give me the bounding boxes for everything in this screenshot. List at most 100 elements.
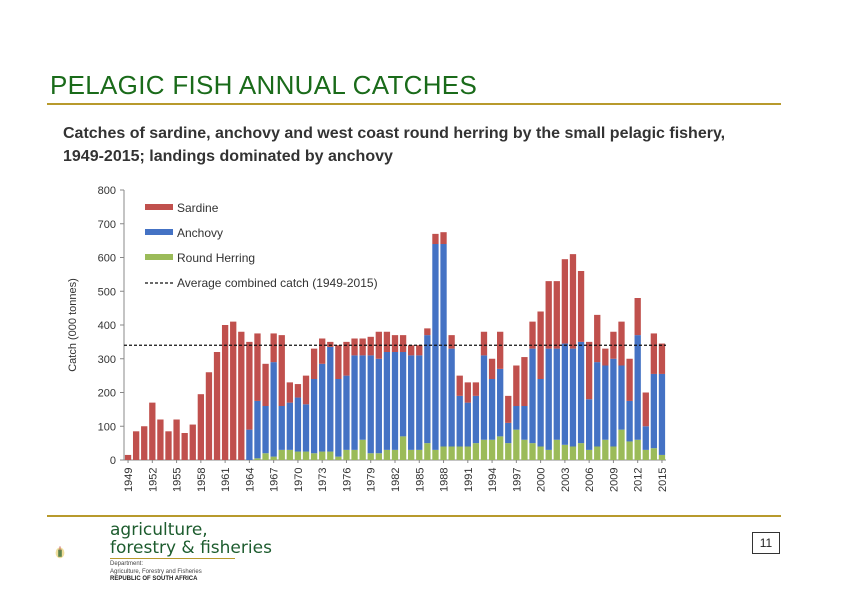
x-tick-label: 1958: [196, 468, 208, 492]
bar-segment: [294, 384, 302, 398]
x-tick-label: 1955: [172, 468, 184, 492]
x-tick-label: 1952: [147, 468, 159, 492]
bar-segment: [408, 345, 415, 356]
legend-label: Round Herring: [177, 251, 255, 265]
legend-swatch: [145, 254, 173, 260]
bar-segment: [553, 281, 560, 349]
bar-segment: [553, 348, 560, 440]
bar-segment: [124, 454, 132, 460]
bar-segment: [642, 449, 649, 460]
bar-segment: [408, 355, 415, 450]
bar-segment: [505, 395, 512, 423]
bar-segment: [278, 406, 285, 450]
bar-segment: [529, 443, 536, 460]
bar-segment: [602, 348, 609, 366]
bar-segment: [577, 443, 585, 460]
bar-segment: [505, 422, 512, 444]
bar-segment: [577, 271, 585, 342]
x-tick-label: 2003: [560, 468, 572, 492]
bar-segment: [658, 343, 666, 374]
y-tick-label: 100: [98, 421, 116, 433]
y-tick-label: 600: [98, 253, 116, 265]
bar-segment: [488, 379, 496, 440]
bar-segment: [383, 449, 391, 460]
legend-swatch: [145, 229, 173, 235]
y-tick-label: 0: [110, 455, 116, 467]
logo-line2: forestry & fisheries: [110, 538, 272, 558]
coat-of-arms-icon: [55, 546, 65, 559]
bar-segment: [424, 328, 431, 336]
bar-segment: [456, 395, 463, 447]
bar-segment: [408, 449, 415, 460]
x-tick-label: 2015: [657, 468, 669, 492]
bar-segment: [537, 446, 544, 460]
bar-segment: [585, 341, 593, 400]
bar-segment: [246, 341, 253, 430]
legend-swatch: [145, 204, 173, 210]
slide-title: PELAGIC FISH ANNUAL CATCHES: [50, 70, 478, 100]
bar-segment: [270, 333, 277, 363]
bar-segment: [213, 352, 221, 460]
x-tick-label: 1967: [269, 468, 281, 492]
x-tick-label: 1949: [123, 468, 135, 492]
bar-segment: [464, 402, 471, 447]
bar-segment: [391, 352, 399, 450]
bar-segment: [165, 431, 172, 460]
logo-line1: agriculture,: [110, 520, 208, 540]
y-tick-label: 300: [98, 354, 116, 366]
bar-segment: [302, 404, 310, 452]
bar-segment: [529, 321, 536, 349]
bar-segment: [246, 429, 253, 460]
x-tick-label: 2000: [536, 468, 548, 492]
bar-segment: [569, 254, 577, 349]
bar-segment: [505, 443, 512, 460]
bar-segment: [610, 331, 617, 359]
bar-segment: [173, 419, 180, 460]
bar-segment: [367, 453, 374, 460]
bar-segment: [189, 424, 196, 460]
bar-segment: [238, 331, 245, 460]
bar-segment: [343, 375, 350, 450]
bar-segment: [472, 382, 480, 396]
bar-segment: [488, 439, 496, 460]
bar-segment: [416, 345, 423, 356]
bar-segment: [594, 314, 601, 363]
bar-segment: [618, 429, 625, 460]
bar-segment: [327, 346, 334, 452]
bar-segment: [391, 335, 399, 352]
page-number: 11: [752, 532, 780, 554]
bar-segment: [399, 352, 407, 437]
bar-segment: [497, 331, 504, 369]
legend-label: Average combined catch (1949-2015): [177, 276, 378, 290]
bar-segment: [310, 379, 318, 454]
bar-segment: [529, 348, 536, 444]
bar-segment: [602, 365, 609, 440]
bar-segment: [456, 375, 463, 396]
bar-segment: [650, 448, 658, 460]
bar-segment: [343, 449, 350, 460]
bar-segment: [375, 331, 382, 359]
bar-segment: [359, 439, 366, 460]
bar-segment: [359, 338, 366, 356]
bar-segment: [594, 446, 601, 460]
bar-segment: [440, 446, 447, 460]
legend-label: Sardine: [177, 201, 219, 215]
bar-segment: [610, 446, 617, 460]
bar-segment: [521, 439, 528, 460]
bar-segment: [302, 451, 310, 460]
x-tick-label: 1988: [439, 468, 451, 492]
bar-segment: [497, 368, 504, 437]
bar-segment: [278, 449, 285, 460]
bar-segment: [497, 436, 504, 460]
bar-segment: [448, 446, 455, 460]
bar-segment: [254, 400, 261, 459]
bar-segment: [262, 453, 269, 460]
x-tick-label: 1979: [366, 468, 378, 492]
bar-segment: [335, 379, 342, 457]
x-tick-label: 1976: [341, 468, 353, 492]
bar-segment: [351, 338, 358, 356]
bar-segment: [634, 335, 641, 440]
bar-segment: [561, 444, 569, 460]
bar-segment: [270, 456, 277, 460]
bar-segment: [157, 419, 164, 460]
